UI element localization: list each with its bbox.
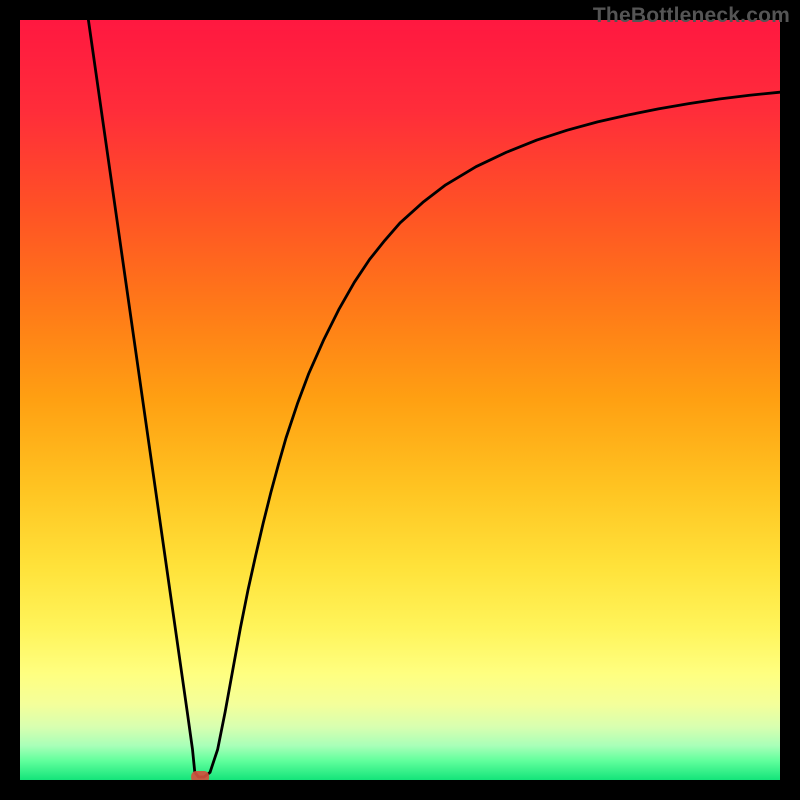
bottleneck-curve-chart — [0, 0, 800, 800]
chart-container: TheBottleneck.com — [0, 0, 800, 800]
watermark-text: TheBottleneck.com — [593, 4, 790, 28]
plot-background — [20, 20, 780, 780]
